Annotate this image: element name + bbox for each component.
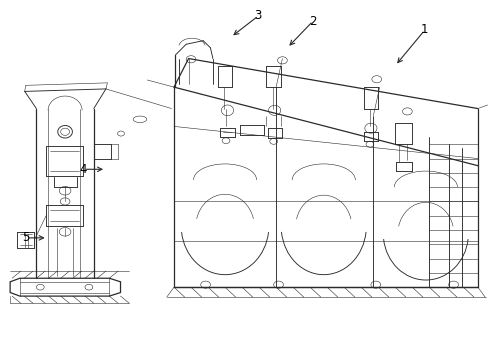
- Text: 1: 1: [420, 23, 427, 36]
- Text: 4: 4: [79, 163, 87, 176]
- Text: 5: 5: [22, 231, 29, 244]
- Text: 3: 3: [254, 9, 261, 22]
- Text: 2: 2: [308, 14, 316, 27]
